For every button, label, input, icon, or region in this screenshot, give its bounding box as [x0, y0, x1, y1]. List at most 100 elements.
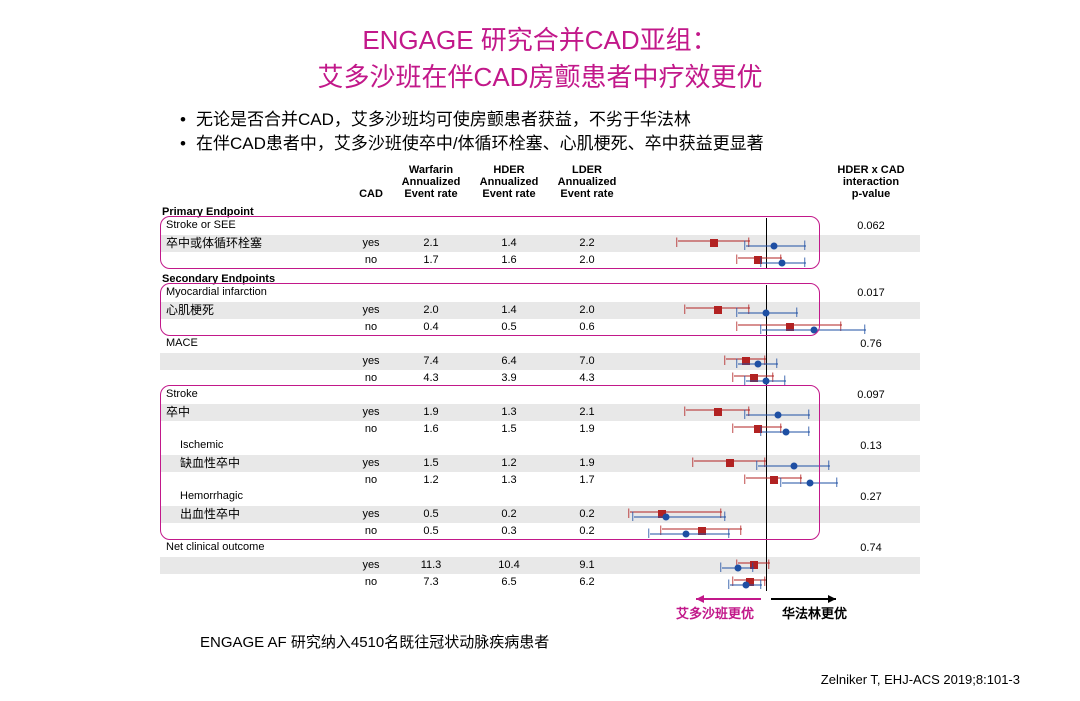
hder-cell: 0.2: [470, 508, 548, 520]
endpoint-label: Myocardial infarction: [160, 287, 350, 299]
cad-cell: no: [350, 321, 392, 333]
lder-cell: 1.9: [548, 423, 626, 435]
p-value: 0.74: [826, 542, 916, 554]
table-row: no4.33.94.3||||: [160, 370, 920, 387]
forest-cell: ||||: [626, 557, 826, 574]
table-row: 缺血性卒中yes1.51.21.9||||: [160, 455, 920, 472]
cad-cell: no: [350, 423, 392, 435]
table-row: no1.61.51.9||||: [160, 421, 920, 438]
forest-cell: ||||: [626, 472, 826, 489]
table-header: CAD Warfarin Annualized Event rate HDER …: [160, 164, 920, 202]
p-value: 0.017: [826, 287, 916, 299]
cad-cell: no: [350, 474, 392, 486]
cad-cell: yes: [350, 304, 392, 316]
forest-cell: ||||: [626, 370, 826, 387]
p-value: 0.13: [826, 440, 916, 452]
warfarin-cell: 11.3: [392, 559, 470, 571]
lder-cell: 7.0: [548, 355, 626, 367]
forest-cell: ||||: [626, 302, 826, 319]
lder-cell: 0.2: [548, 525, 626, 537]
forest-cell: ||||: [626, 353, 826, 370]
warfarin-cell: 1.2: [392, 474, 470, 486]
endpoint-label: Stroke: [160, 389, 350, 401]
endpoint-label-row: Hemorrhagic 0.27: [160, 489, 920, 506]
col-header-warfarin: Warfarin Annualized Event rate: [392, 164, 470, 200]
arrow-right-label: 华法林更优: [782, 603, 847, 622]
endpoint-label: Ischemic: [160, 440, 350, 452]
endpoint-label: Hemorrhagic: [160, 491, 350, 503]
warfarin-cell: 7.4: [392, 355, 470, 367]
table-row: no1.21.31.7||||: [160, 472, 920, 489]
table-row: no0.50.30.2||||: [160, 523, 920, 540]
forest-cell: ||||: [626, 235, 826, 252]
p-value: 0.097: [826, 389, 916, 401]
cad-cell: yes: [350, 355, 392, 367]
endpoint-label-cn: 卒中或体循环栓塞: [160, 237, 350, 250]
forest-cell: ||||: [626, 319, 826, 336]
bullet-icon: •: [180, 108, 186, 132]
endpoint-label: Net clinical outcome: [160, 542, 350, 554]
endpoint-label-cn: 缺血性卒中: [160, 457, 350, 470]
endpoint-label-row: Myocardial infarction 0.017: [160, 285, 920, 302]
cad-cell: yes: [350, 559, 392, 571]
endpoint-label: MACE: [160, 338, 350, 350]
table-row: 出血性卒中yes0.50.20.2||||: [160, 506, 920, 523]
table-row: no7.36.56.2||||: [160, 574, 920, 591]
cad-cell: yes: [350, 508, 392, 520]
lder-cell: 6.2: [548, 576, 626, 588]
hder-cell: 6.4: [470, 355, 548, 367]
hder-cell: 10.4: [470, 559, 548, 571]
warfarin-cell: 0.4: [392, 321, 470, 333]
hder-cell: 1.4: [470, 237, 548, 249]
hder-cell: 0.5: [470, 321, 548, 333]
section-secondary: Secondary Endpoints: [160, 269, 920, 285]
table-row: no1.71.62.0||||: [160, 252, 920, 269]
hder-cell: 1.2: [470, 457, 548, 469]
cad-cell: no: [350, 372, 392, 384]
warfarin-cell: 0.5: [392, 508, 470, 520]
cad-cell: no: [350, 525, 392, 537]
footnote: ENGAGE AF 研究纳入4510名既往冠状动脉疾病患者: [200, 631, 1050, 652]
bullet-icon: •: [180, 132, 186, 156]
endpoint-label-row: Stroke 0.097: [160, 387, 920, 404]
table-row: 卒中yes1.91.32.1||||: [160, 404, 920, 421]
table-row: yes7.46.47.0||||: [160, 353, 920, 370]
table-row: no0.40.50.6||||: [160, 319, 920, 336]
col-header-cad: CAD: [350, 188, 392, 200]
table-row: 心肌梗死yes2.01.42.0||||: [160, 302, 920, 319]
cad-cell: yes: [350, 406, 392, 418]
warfarin-cell: 4.3: [392, 372, 470, 384]
title-block: ENGAGE 研究合并CAD亚组： 艾多沙班在伴CAD房颤患者中疗效更优: [30, 20, 1050, 94]
hder-cell: 1.3: [470, 406, 548, 418]
lder-cell: 9.1: [548, 559, 626, 571]
cad-cell: no: [350, 576, 392, 588]
p-value: 0.062: [826, 220, 916, 232]
endpoint-label: Stroke or SEE: [160, 220, 350, 232]
arrow-left-label: 艾多沙班更优: [676, 603, 754, 622]
bullet-text: 无论是否合并CAD，艾多沙班均可使房颤患者获益，不劣于华法林: [196, 108, 691, 132]
lder-cell: 0.6: [548, 321, 626, 333]
section-primary: Primary Endpoint: [160, 202, 920, 218]
lder-cell: 2.0: [548, 304, 626, 316]
lder-cell: 4.3: [548, 372, 626, 384]
cad-cell: yes: [350, 457, 392, 469]
lder-cell: 2.1: [548, 406, 626, 418]
warfarin-cell: 0.5: [392, 525, 470, 537]
hder-cell: 6.5: [470, 576, 548, 588]
hder-cell: 1.3: [470, 474, 548, 486]
lder-cell: 0.2: [548, 508, 626, 520]
warfarin-cell: 1.9: [392, 406, 470, 418]
p-value: 0.27: [826, 491, 916, 503]
forest-cell: ||||: [626, 506, 826, 523]
table-row: yes11.310.49.1||||: [160, 557, 920, 574]
p-value: 0.76: [826, 338, 916, 350]
endpoint-label-row: Net clinical outcome 0.74: [160, 540, 920, 557]
bullet-item: • 无论是否合并CAD，艾多沙班均可使房颤患者获益，不劣于华法林: [180, 108, 1050, 132]
lder-cell: 2.0: [548, 254, 626, 266]
forest-cell: ||||: [626, 455, 826, 472]
cad-cell: no: [350, 254, 392, 266]
endpoint-label-row: MACE 0.76: [160, 336, 920, 353]
warfarin-cell: 2.1: [392, 237, 470, 249]
forest-cell: ||||: [626, 252, 826, 269]
hder-cell: 1.6: [470, 254, 548, 266]
